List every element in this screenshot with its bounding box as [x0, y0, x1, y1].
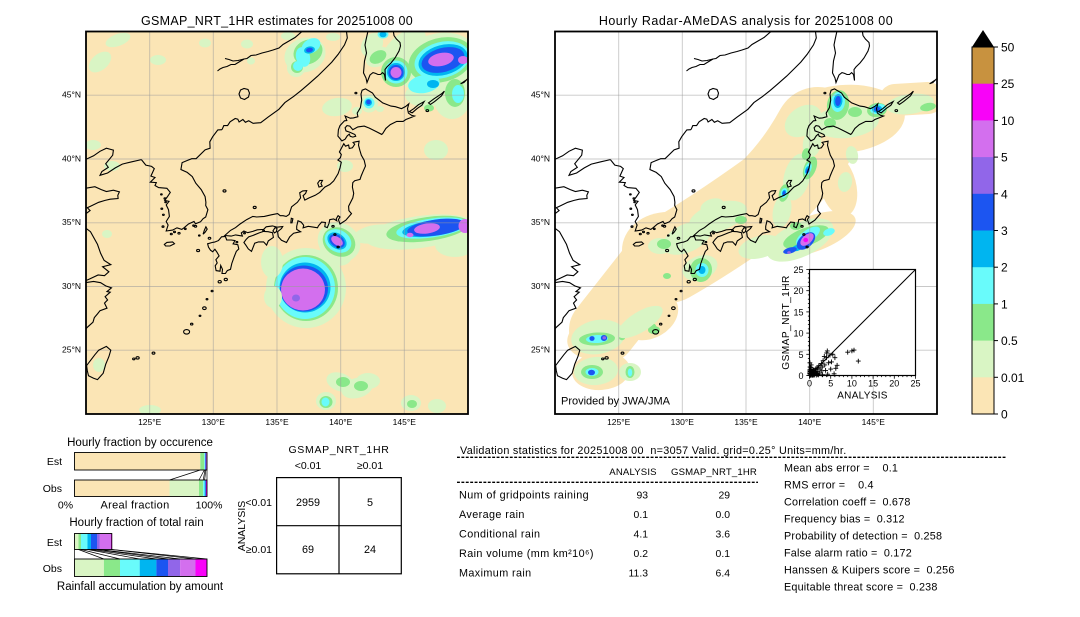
svg-text:45°N: 45°N [62, 90, 81, 100]
svg-text:1: 1 [1001, 297, 1008, 311]
svg-text:3: 3 [1001, 224, 1008, 238]
svg-text:Rainfall accumulation by amoun: Rainfall accumulation by amount [57, 581, 224, 593]
svg-text:ANALYSIS: ANALYSIS [837, 391, 888, 402]
svg-text:0: 0 [1001, 408, 1008, 422]
svg-text:Conditional rain: Conditional rain [459, 528, 540, 540]
svg-text:25: 25 [1001, 77, 1015, 91]
svg-text:Average rain: Average rain [459, 509, 525, 521]
svg-text:35°N: 35°N [62, 217, 81, 227]
svg-text:145°E: 145°E [862, 417, 886, 427]
svg-text:False alarm ratio = 0.172: False alarm ratio = 0.172 [784, 548, 912, 560]
svg-text:30°N: 30°N [531, 281, 550, 291]
svg-text:125°E: 125°E [607, 417, 631, 427]
svg-text:5: 5 [1001, 151, 1008, 165]
svg-text:Est: Est [47, 537, 62, 549]
svg-text:145°E: 145°E [393, 417, 417, 427]
svg-text:10: 10 [1001, 114, 1015, 128]
svg-text:0.1: 0.1 [634, 510, 649, 521]
svg-text:Validation statistics for 2025: Validation statistics for 20251008 00 n=… [460, 445, 847, 457]
svg-text:4: 4 [1001, 187, 1008, 201]
svg-text:Mean abs error = 0.1: Mean abs error = 0.1 [784, 463, 898, 475]
svg-text:ANALYSIS: ANALYSIS [236, 501, 248, 552]
svg-text:40°N: 40°N [62, 153, 81, 163]
svg-text:ANALYSIS: ANALYSIS [609, 467, 656, 478]
svg-text:3.6: 3.6 [716, 529, 731, 540]
svg-text:Hourly fraction by occurence: Hourly fraction by occurence [67, 437, 213, 449]
svg-text:Correlation coeff = 0.678: Correlation coeff = 0.678 [784, 497, 911, 509]
svg-text:10: 10 [847, 379, 857, 389]
svg-text:Obs: Obs [43, 563, 62, 575]
svg-text:<0.01: <0.01 [245, 497, 272, 509]
svg-text:Hourly Radar-AMeDAS analysis f: Hourly Radar-AMeDAS analysis for 2025100… [599, 14, 893, 28]
svg-text:130°E: 130°E [671, 417, 695, 427]
svg-text:130°E: 130°E [202, 417, 226, 427]
svg-text:≥0.01: ≥0.01 [357, 460, 383, 472]
svg-text:Hourly fraction of total rain: Hourly fraction of total rain [69, 517, 203, 529]
svg-text:Obs: Obs [43, 483, 62, 495]
svg-text:0.5: 0.5 [1001, 334, 1018, 348]
svg-text:135°E: 135°E [265, 417, 289, 427]
svg-text:35°N: 35°N [531, 217, 550, 227]
svg-text:6.4: 6.4 [716, 568, 731, 579]
svg-text:25°N: 25°N [531, 345, 550, 355]
svg-text:30°N: 30°N [62, 281, 81, 291]
svg-text:GSMAP_NRT_1HR: GSMAP_NRT_1HR [671, 467, 757, 478]
svg-text:Num of gridpoints raining: Num of gridpoints raining [459, 489, 589, 501]
svg-text:10: 10 [793, 329, 803, 339]
svg-text:GSMAP_NRT_1HR: GSMAP_NRT_1HR [781, 275, 792, 369]
svg-text:2959: 2959 [296, 497, 320, 509]
svg-text:69: 69 [302, 544, 314, 556]
svg-text:GSMAP_NRT_1HR estimates for 20: GSMAP_NRT_1HR estimates for 20251008 00 [141, 14, 413, 28]
svg-text:Maximum rain: Maximum rain [459, 567, 532, 579]
svg-text:0.01: 0.01 [1001, 371, 1025, 385]
svg-text:25: 25 [910, 379, 920, 389]
svg-text:<0.01: <0.01 [295, 460, 322, 472]
svg-text:40°N: 40°N [531, 153, 550, 163]
svg-text:15: 15 [793, 307, 803, 317]
svg-text:0: 0 [807, 379, 812, 389]
svg-text:Est: Est [47, 456, 62, 468]
svg-text:135°E: 135°E [734, 417, 758, 427]
svg-text:20: 20 [889, 379, 899, 389]
svg-text:Areal fraction: Areal fraction [100, 500, 169, 512]
svg-text:100%: 100% [196, 500, 223, 512]
svg-text:Frequency bias = 0.312: Frequency bias = 0.312 [784, 514, 905, 526]
svg-text:125°E: 125°E [138, 417, 162, 427]
svg-text:4.1: 4.1 [634, 529, 649, 540]
svg-text:Provided by JWA/JMA: Provided by JWA/JMA [561, 396, 671, 408]
svg-text:0.1: 0.1 [716, 549, 731, 560]
svg-text:11.3: 11.3 [629, 568, 649, 579]
svg-text:45°N: 45°N [531, 90, 550, 100]
svg-text:5: 5 [828, 379, 833, 389]
svg-text:2: 2 [1001, 261, 1008, 275]
svg-text:Rain volume (mm km²10⁶): Rain volume (mm km²10⁶) [459, 548, 594, 560]
svg-text:0: 0 [798, 371, 803, 381]
svg-text:5: 5 [798, 350, 803, 360]
svg-text:5: 5 [367, 497, 373, 509]
svg-text:20: 20 [793, 286, 803, 296]
svg-text:93: 93 [636, 490, 648, 501]
svg-text:0.2: 0.2 [634, 549, 649, 560]
svg-text:15: 15 [868, 379, 878, 389]
svg-text:50: 50 [1001, 41, 1015, 55]
svg-text:140°E: 140°E [798, 417, 822, 427]
svg-text:140°E: 140°E [329, 417, 353, 427]
svg-text:29: 29 [718, 490, 730, 501]
svg-text:Equitable threat score = 0.23: Equitable threat score = 0.238 [784, 581, 938, 593]
svg-text:RMS error = 0.4: RMS error = 0.4 [784, 480, 874, 492]
svg-text:≥0.01: ≥0.01 [246, 544, 272, 556]
svg-text:GSMAP_NRT_1HR: GSMAP_NRT_1HR [288, 444, 389, 456]
svg-text:Probability of detection = 0.: Probability of detection = 0.258 [784, 531, 942, 543]
svg-text:0.0: 0.0 [716, 510, 731, 521]
svg-text:Hanssen & Kuipers score = 0.2: Hanssen & Kuipers score = 0.256 [784, 564, 955, 576]
svg-text:0%: 0% [58, 500, 73, 512]
svg-text:25: 25 [793, 265, 803, 275]
svg-text:24: 24 [364, 544, 376, 556]
svg-text:25°N: 25°N [62, 345, 81, 355]
